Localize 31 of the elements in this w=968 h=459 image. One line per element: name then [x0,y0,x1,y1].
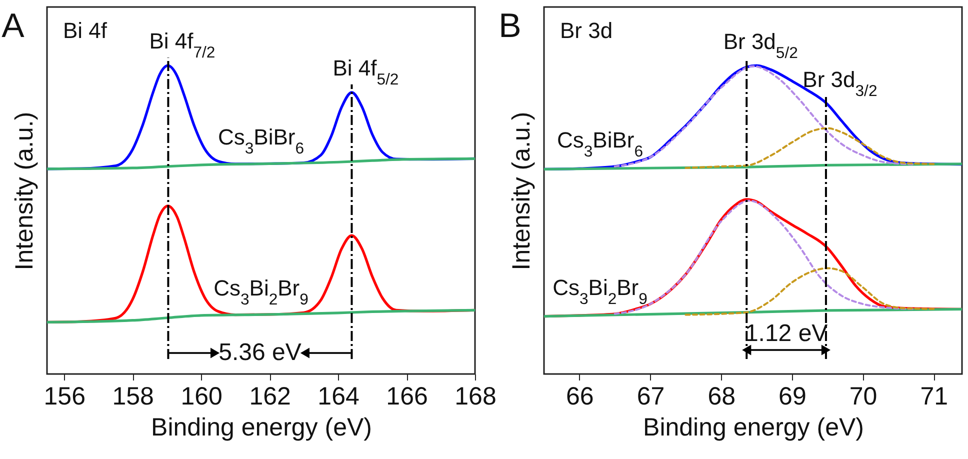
x-tick-label: 160 [180,382,222,410]
ref-line-label: Br 3d$_{3/2}$ [802,67,878,100]
x-tick-label: 69 [778,382,806,410]
annotation: 5.36 eV [218,339,302,366]
x-tick-label: 68 [708,382,736,410]
series-label: Cs$_{3}$BiBr$_{6}$ [556,127,644,160]
series-label: Cs$_{3}$Bi$_{2}$Br$_{9}$ [552,274,648,308]
x-axis-title: Binding energy (eV) [151,414,372,442]
x-tick-label: 70 [849,382,878,410]
y-axis-title: Intensity (a.u.) [10,112,38,270]
x-tick-label: 166 [386,382,428,410]
text: Bi 4f [63,18,108,43]
x-tick-label: 66 [566,382,594,410]
x-tick-label: 162 [249,382,291,410]
text: Br 3d [560,18,613,43]
text: A [2,7,25,45]
x-tick-label: 168 [454,382,496,410]
ref-line-label: Bi 4f$_{7/2}$ [149,28,216,62]
x-tick-label: 67 [636,382,665,410]
series-label: Cs$_{3}$BiBr$_{6}$ [218,124,304,158]
x-tick-label: 164 [318,382,360,410]
x-tick-label: 158 [112,382,154,410]
text: B [498,7,522,45]
series-label: Cs$_{3}$Bi$_{2}$Br$_{9}$ [214,275,309,308]
x-tick-label: 156 [44,382,86,410]
annotation: 1.12 eV [744,320,828,347]
ref-line-label: Bi 4f$_{5/2}$ [332,55,399,88]
y-axis-title: Intensity (a.u.) [508,112,536,270]
ref-line-label: Br 3d$_{5/2}$ [723,29,798,62]
x-axis-title: Binding energy (eV) [643,414,864,442]
x-tick-label: 71 [920,382,948,410]
